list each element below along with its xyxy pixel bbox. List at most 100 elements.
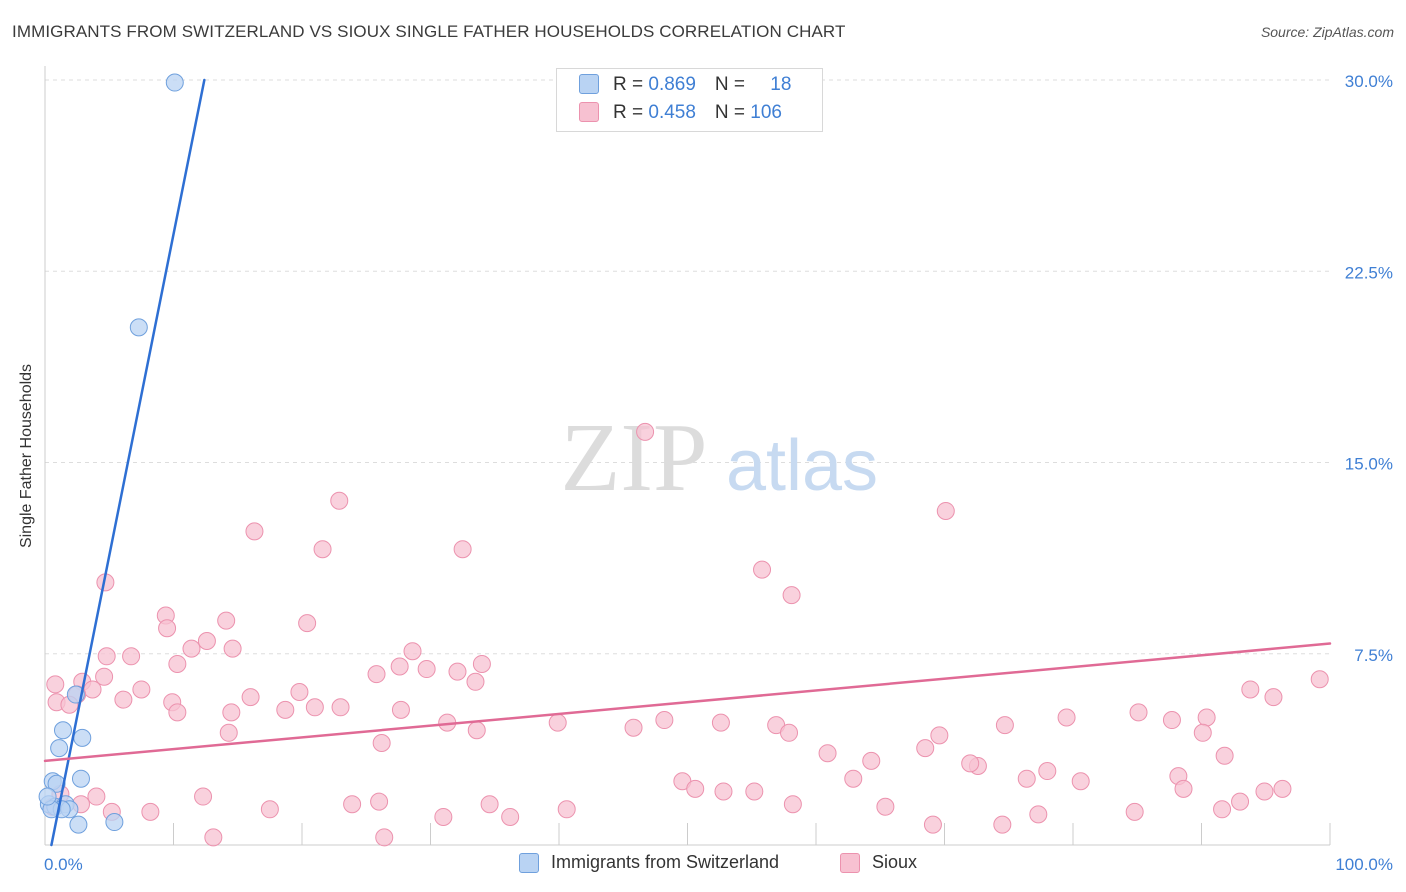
sioux-point — [818, 744, 837, 763]
sioux-point — [1273, 779, 1292, 798]
legend-r-label: R = — [613, 74, 649, 95]
legend-r-value: 0.458 — [648, 102, 696, 123]
sioux-point — [1057, 708, 1076, 727]
sioux-point — [1231, 792, 1250, 811]
sioux-point — [453, 540, 472, 559]
legend-swatch-sioux — [579, 102, 599, 122]
sioux-point — [466, 672, 485, 691]
sioux-point — [783, 795, 802, 814]
y-tick-label: 7.5% — [1354, 646, 1393, 665]
data-points — [38, 73, 1329, 847]
legend-label-switzerland: Immigrants from Switzerland — [551, 852, 780, 872]
sioux-point — [1197, 708, 1216, 727]
legend-n-label: N = — [714, 74, 751, 95]
sioux-point — [961, 754, 980, 773]
sioux-point — [1129, 703, 1148, 722]
x-tick-labels: 0.0% 100.0% — [44, 855, 1393, 874]
sioux-point — [862, 751, 881, 770]
switzerland-point — [47, 774, 66, 793]
sioux-point — [87, 787, 106, 806]
switzerland-point — [53, 721, 72, 740]
legend-r-value: 0.869 — [648, 74, 696, 95]
switzerland-point — [165, 73, 184, 92]
gridlines — [45, 79, 1330, 655]
sioux-point — [343, 795, 362, 814]
sioux-point — [916, 739, 935, 758]
sioux-point — [290, 683, 309, 701]
stats-legend: R = 0.869 N = 18 R = 0.458 N = 106 — [556, 68, 823, 132]
sioux-point — [1071, 772, 1090, 791]
sioux-point — [141, 802, 160, 821]
legend-label-sioux: Sioux — [872, 852, 918, 872]
sioux-point — [1017, 769, 1036, 788]
sioux-point — [993, 815, 1012, 834]
axes — [44, 66, 1331, 846]
sioux-point — [930, 726, 949, 745]
sioux-point — [95, 667, 114, 686]
sioux-trend-line — [43, 642, 1332, 763]
sioux-point — [1174, 779, 1193, 798]
sioux-point — [114, 690, 133, 709]
sioux-point — [391, 700, 410, 719]
sioux-point — [1213, 800, 1232, 819]
sioux-point — [1193, 723, 1212, 742]
sioux-point — [1215, 746, 1234, 765]
sioux-point — [923, 815, 942, 834]
sioux-point — [403, 642, 422, 661]
sioux-point — [197, 632, 216, 650]
switzerland-trend-line — [50, 78, 206, 847]
sioux-point — [223, 639, 242, 658]
sioux-point — [390, 657, 409, 676]
sioux-point — [782, 586, 801, 605]
legend-n-label: N = — [714, 102, 751, 123]
sioux-point — [168, 654, 187, 673]
legend-n-value: 106 — [750, 102, 782, 123]
sioux-point — [1162, 711, 1181, 730]
sioux-point — [83, 680, 102, 699]
sioux-point — [636, 422, 655, 441]
sioux-point — [313, 540, 332, 559]
sioux-point — [745, 782, 764, 801]
sioux-point — [1038, 762, 1057, 781]
sioux-point — [367, 665, 386, 684]
x-tick-label-min: 0.0% — [44, 855, 83, 874]
switzerland-point — [69, 815, 88, 834]
sioux-point — [46, 675, 65, 694]
sioux-point — [448, 662, 467, 681]
sioux-point — [557, 800, 576, 819]
sioux-point — [686, 779, 705, 798]
sioux-point — [753, 560, 772, 579]
legend-swatch-switzerland — [519, 853, 539, 873]
sioux-point — [182, 639, 201, 658]
sioux-point — [158, 619, 177, 638]
y-tick-label: 15.0% — [1345, 455, 1393, 474]
trend-lines — [43, 78, 1332, 847]
sioux-point — [995, 716, 1014, 735]
y-tick-label: 22.5% — [1345, 263, 1393, 282]
legend-swatch-switzerland — [579, 74, 599, 94]
y-tick-labels: 7.5% 15.0% 22.5% 30.0% — [1345, 72, 1393, 665]
chart-title: IMMIGRANTS FROM SWITZERLAND VS SIOUX SIN… — [12, 22, 846, 41]
sioux-point — [276, 700, 295, 719]
sioux-point — [876, 797, 895, 816]
sioux-point — [480, 795, 499, 814]
sioux-point — [1264, 688, 1283, 707]
watermark-zip: ZIP — [561, 404, 708, 512]
sioux-point — [194, 787, 213, 806]
legend-r-label: R = — [613, 102, 649, 123]
x-tick-label-max: 100.0% — [1335, 855, 1393, 874]
sioux-point — [780, 723, 799, 742]
sioux-point — [655, 711, 674, 730]
sioux-point — [472, 654, 491, 673]
sioux-point — [241, 688, 260, 707]
sioux-point — [330, 491, 349, 510]
sioux-point — [217, 611, 236, 630]
sioux-point — [222, 703, 241, 722]
sioux-point — [372, 734, 391, 752]
switzerland-point — [129, 318, 148, 337]
sioux-point — [1125, 802, 1144, 821]
switzerland-point — [71, 769, 90, 788]
sioux-point — [168, 703, 187, 722]
sioux-point — [936, 501, 955, 520]
